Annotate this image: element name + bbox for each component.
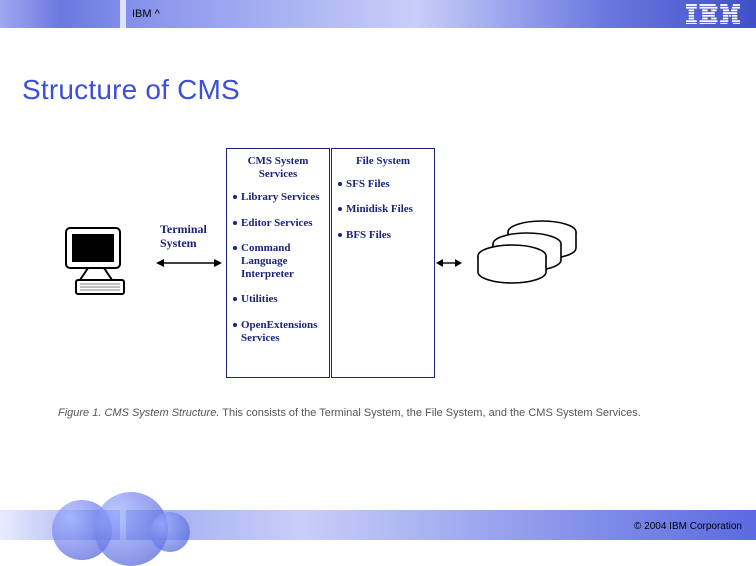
figure-caption: Figure 1. CMS System Structure. This con… <box>58 406 698 421</box>
terminal-label: Terminal System <box>160 222 224 251</box>
list-item: SFS Files <box>338 178 432 191</box>
disk-stack-icon <box>464 208 584 298</box>
column-header: CMS System Services <box>227 149 329 191</box>
header-bar: IBM ^ <box>0 0 756 28</box>
diagram-area: Terminal System CMS System Services Libr… <box>58 148 698 396</box>
decor-circle-icon <box>150 512 190 552</box>
list-item: Editor Services <box>233 217 327 230</box>
footer-bar: © 2004 IBM Corporation <box>0 510 756 540</box>
caption-body: This consists of the Terminal System, th… <box>222 407 641 419</box>
column-file-system: File System SFS Files Minidisk Files BFS… <box>331 148 435 378</box>
column-header: File System <box>332 149 434 178</box>
list-item: Library Services <box>233 191 327 204</box>
ibm-logo-icon <box>686 4 740 24</box>
caption-lead: Figure 1. CMS System Structure. <box>58 407 219 419</box>
arrow-terminal-to-cms-icon <box>156 256 222 270</box>
header-divider <box>120 0 126 28</box>
copyright-text: © 2004 IBM Corporation <box>634 521 742 532</box>
header-brand-tag: IBM ^ <box>132 8 160 20</box>
list-item: BFS Files <box>338 229 432 242</box>
list-item: Minidisk Files <box>338 203 432 216</box>
list-item: Command Language Interpreter <box>233 242 327 282</box>
column-cms-services: CMS System Services Library Services Edi… <box>226 148 330 378</box>
terminal-icon <box>58 222 148 302</box>
list-item: OpenExtensions Services <box>233 319 327 345</box>
column-list: SFS Files Minidisk Files BFS Files <box>332 178 434 242</box>
slide-title: Structure of CMS <box>22 74 240 106</box>
list-item: Utilities <box>233 293 327 306</box>
arrow-filesystem-to-disks-icon <box>436 256 462 270</box>
column-list: Library Services Editor Services Command… <box>227 191 329 345</box>
